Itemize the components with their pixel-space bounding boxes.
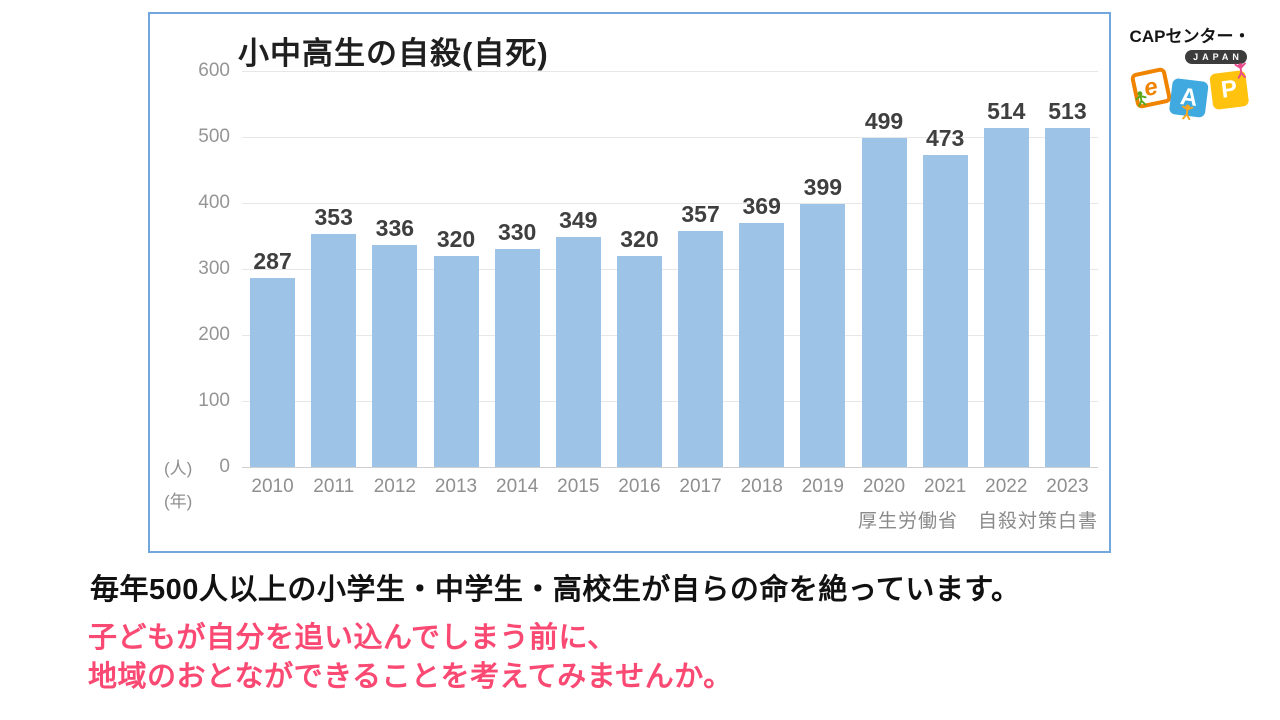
x-axis-unit-label: (年) [164,492,193,511]
gridline-200 [242,335,1098,336]
x-tick-label-2018: 2018 [740,476,783,497]
x-tick-label-2020: 2020 [862,476,906,497]
bar-2023 [1044,128,1090,467]
bar-2017 [678,231,724,467]
logo-tile-c: e [1129,66,1173,110]
bar-2021 [922,154,968,467]
bar-value-2019: 399 [803,173,843,200]
x-tick-label-2015: 2015 [557,476,600,497]
y-axis-unit-label: (人) [164,459,193,478]
bar-2016 [616,255,662,467]
bar-value-2014: 330 [497,219,537,246]
caption-line-1: 毎年500人以上の小学生・中学生・高校生が自らの命を絶っています。 [90,574,1021,606]
bar-chart-plot: 287 353 336 320 330 349 320 357 369 399 499 473 514 5… [242,71,1098,468]
logo-name-text: CAPセンター・ [1129,27,1251,46]
logo-japan-badge: JAPAN [1185,50,1247,64]
x-tick-label-2021: 2021 [924,476,967,497]
cap-center-japan-logo: CAPセンター・ JAPAN e A P [1124,22,1256,122]
y-tick-label-500: 500 [198,126,230,147]
bar-value-2021: 473 [925,124,965,151]
bar-2018 [739,223,785,467]
bar-value-2022: 514 [987,97,1026,124]
x-tick-label-2014: 2014 [496,476,539,497]
y-tick-label-100: 100 [198,390,230,411]
bar-2019 [800,203,846,467]
bar-2020 [861,137,907,467]
bar-2014 [494,249,540,467]
bar-value-2012: 336 [375,215,415,242]
person-icon [1135,91,1147,107]
x-tick-label-2011: 2011 [313,476,355,497]
bar-value-2013: 320 [436,225,476,252]
y-tick-label-300: 300 [198,258,230,279]
x-tick-label-2023: 2023 [1046,476,1089,497]
y-tick-label-400: 400 [198,192,230,213]
chart-panel: 小中高生の自殺(自死) 287 353 336 320 330 349 320 357 369 3… [148,12,1111,553]
gridline-300 [242,269,1098,270]
bar-2011 [311,234,357,467]
gridline-600 [242,71,1098,72]
bar-value-2017: 357 [681,201,720,228]
logo-tile-p: P [1209,62,1250,111]
gridline-400 [242,203,1098,204]
bar-2010 [250,277,296,467]
bar-2013 [433,255,479,467]
bar-value-2011: 353 [314,204,353,231]
bar-2022 [983,127,1029,467]
gridline-500 [242,137,1098,138]
y-tick-label-200: 200 [198,324,230,345]
caption-line-3: 地域のおとなができることを考えてみませんか。 [88,661,733,693]
bar-value-2020: 499 [864,107,904,134]
x-tick-label-2010: 2010 [251,476,294,497]
data-source-label: 厚生労働省 自殺対策白書 [857,511,1098,532]
y-tick-label-600: 600 [198,60,230,81]
logo-tile-letter: P [1219,75,1239,104]
logo-tiles: e A P [1124,62,1256,122]
person-icon [1234,62,1246,79]
x-tick-label-2012: 2012 [373,476,416,497]
gridline-0 [242,467,1098,468]
gridline-100 [242,401,1098,402]
x-tick-label-2016: 2016 [618,476,661,497]
person-icon [1181,104,1194,121]
chart-title: 小中高生の自殺(自死) [238,36,549,71]
bar-2012 [372,245,418,467]
x-tick-label-2019: 2019 [801,476,844,497]
x-tick-label-2013: 2013 [434,476,478,497]
caption-line-2: 子どもが自分を追い込んでしまう前に、 [88,622,617,654]
bar-2015 [555,236,601,467]
bar-value-2018: 369 [742,193,781,220]
bar-value-2016: 320 [620,225,659,252]
x-tick-label-2017: 2017 [679,476,722,497]
bar-value-2015: 349 [559,206,598,233]
bar-value-2023: 513 [1048,98,1087,125]
bar-value-2010: 287 [253,247,292,274]
x-tick-label-2022: 2022 [985,476,1028,497]
logo-tile-a: A [1168,77,1209,121]
y-tick-label-0: 0 [219,456,230,477]
